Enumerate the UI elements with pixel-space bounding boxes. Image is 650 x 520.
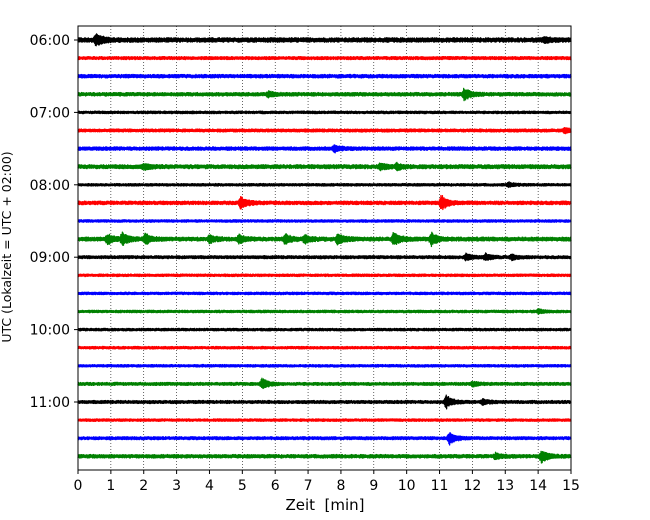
trace-0745	[77, 161, 572, 172]
x-tick-label: 1	[106, 478, 115, 494]
x-tick-label: 15	[562, 478, 580, 494]
trace-0830	[77, 219, 572, 223]
y-axis-label: UTC (Lokalzeit = UTC + 02:00)	[0, 151, 14, 342]
vertical-grid	[110, 26, 539, 470]
x-tick-label: 13	[496, 478, 514, 494]
x-tick-label: 11	[431, 478, 449, 494]
trace-0945	[77, 308, 572, 316]
x-axis-ticks: 0 1 2 3 4 5 6 7 8 9 10 11 12 13 14 15	[74, 470, 580, 494]
x-tick-label: 0	[74, 478, 83, 494]
trace-0915	[77, 273, 572, 278]
seismic-traces	[77, 33, 572, 464]
trace-0715	[77, 127, 572, 135]
y-tick-label: 09:00	[30, 250, 70, 266]
trace-0800	[77, 181, 572, 189]
trace-0645	[77, 87, 572, 102]
trace-1100	[77, 394, 572, 410]
x-tick-label: 14	[529, 478, 547, 494]
trace-0615	[77, 55, 572, 61]
y-tick-label: 06:00	[30, 33, 70, 49]
trace-1130	[77, 432, 572, 446]
y-tick-label: 08:00	[30, 178, 70, 194]
trace-1000	[77, 327, 572, 332]
plot-frame	[77, 25, 572, 471]
x-tick-label: 2	[139, 478, 148, 494]
trace-1145	[77, 450, 572, 464]
trace-1115	[77, 418, 572, 422]
x-tick-label: 12	[463, 478, 481, 494]
y-tick-label: 10:00	[30, 323, 70, 339]
y-tick-label: 07:00	[30, 105, 70, 121]
trace-0815	[77, 194, 572, 211]
trace-0930	[77, 291, 572, 296]
x-tick-label: 7	[304, 478, 313, 494]
trace-1015	[77, 345, 572, 350]
trace-0700	[77, 110, 572, 115]
y-tick-label: 11:00	[30, 395, 70, 411]
x-tick-label: 3	[172, 478, 181, 494]
plot-background	[78, 26, 571, 470]
trace-0730	[77, 144, 572, 154]
x-tick-label: 5	[238, 478, 247, 494]
x-tick-label: 8	[336, 478, 345, 494]
x-tick-label: 10	[398, 478, 416, 494]
y-axis-ticks: 06:00 07:00 08:00 09:00 10:00 11:00	[30, 33, 78, 411]
x-tick-label: 4	[205, 478, 214, 494]
trace-0845	[77, 231, 572, 248]
x-tick-label: 9	[369, 478, 378, 494]
x-tick-label: 6	[271, 478, 280, 494]
trace-0900	[77, 252, 572, 262]
trace-0630	[77, 73, 572, 79]
trace-1030	[77, 363, 572, 368]
trace-1045	[77, 377, 572, 390]
x-axis-label: Zeit [min]	[285, 496, 364, 514]
trace-0600	[77, 33, 572, 47]
